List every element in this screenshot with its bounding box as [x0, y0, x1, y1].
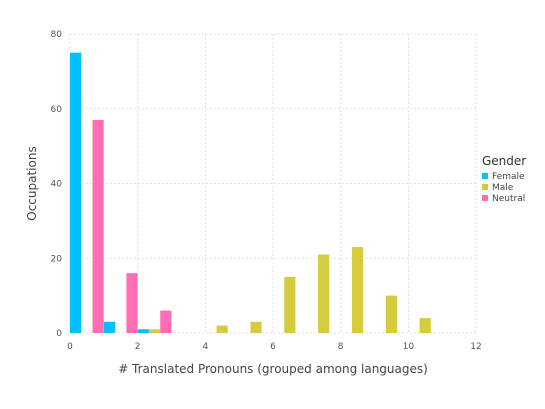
- x-tick-label: 8: [338, 342, 344, 352]
- legend-swatch-male: [482, 184, 488, 190]
- bar-male: [385, 295, 397, 333]
- x-tick-labels: 0 2 4 6 8 10 12: [67, 342, 482, 352]
- bar-neutral: [160, 310, 172, 333]
- legend-swatch-female: [482, 173, 488, 179]
- x-tick-label: 2: [135, 342, 141, 352]
- y-tick-label: 60: [51, 105, 63, 115]
- x-tick-label: 4: [202, 342, 208, 352]
- y-tick-label: 20: [51, 254, 63, 264]
- x-axis-title: # Translated Pronouns (grouped among lan…: [118, 362, 428, 376]
- bar-male: [419, 318, 431, 333]
- y-tick-label: 0: [56, 329, 62, 339]
- bar-female: [103, 321, 115, 333]
- bar-male: [148, 329, 161, 333]
- bar-male: [351, 247, 364, 333]
- x-tick-label: 0: [67, 342, 73, 352]
- bar-female: [70, 52, 82, 333]
- y-tick-labels: 0 20 40 60 80: [51, 30, 63, 339]
- legend-swatch-neutral: [482, 195, 488, 201]
- x-tick-label: 6: [270, 342, 276, 352]
- legend-label-male: Male: [492, 183, 514, 193]
- bar-male: [318, 254, 330, 333]
- bar-male: [250, 321, 262, 333]
- legend-label-neutral: Neutral: [492, 194, 525, 204]
- bar-neutral: [126, 273, 138, 333]
- y-tick-label: 40: [51, 180, 63, 190]
- grid: [69, 33, 477, 334]
- bar-female: [137, 329, 149, 333]
- legend-label-female: Female: [492, 172, 525, 182]
- bars: [70, 52, 431, 334]
- bar-neutral: [92, 119, 104, 334]
- y-axis-title: Occupations: [25, 146, 39, 220]
- bar-male: [284, 276, 296, 333]
- x-tick-label: 10: [403, 342, 415, 352]
- x-tick-label: 12: [470, 342, 481, 352]
- legend-title: Gender: [482, 154, 526, 168]
- y-tick-label: 80: [51, 30, 63, 40]
- bar-male: [216, 325, 228, 333]
